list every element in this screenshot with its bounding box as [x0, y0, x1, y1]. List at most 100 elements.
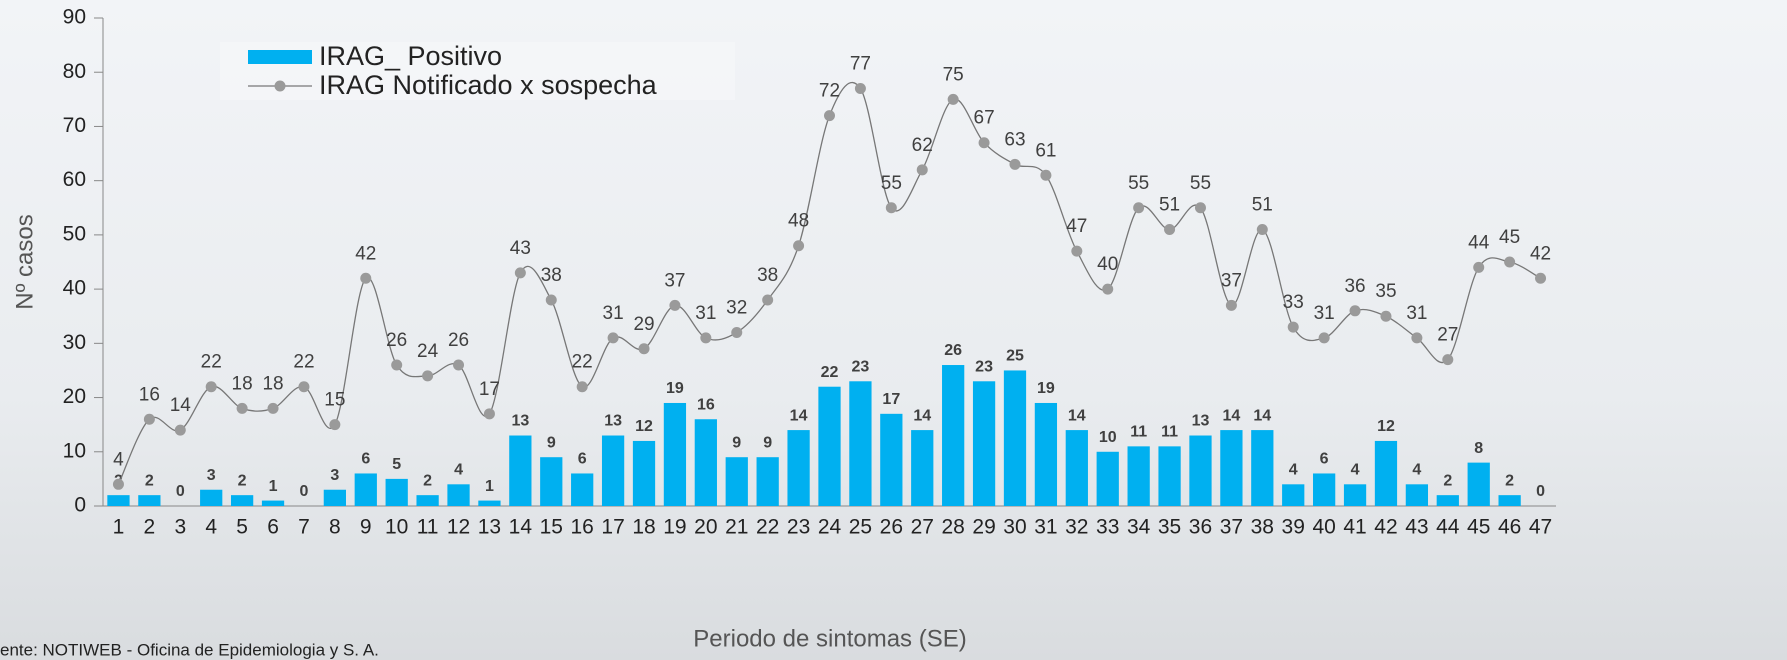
bar	[1004, 370, 1026, 506]
line-marker	[422, 370, 433, 381]
x-tick-label: 38	[1251, 516, 1274, 539]
line-marker	[639, 343, 650, 354]
bar-value-label: 14	[1222, 407, 1240, 424]
x-tick-label: 2	[144, 516, 156, 539]
bar	[880, 414, 902, 506]
line-marker	[546, 294, 557, 305]
y-axis-title: Nº casos	[11, 214, 38, 309]
bar	[1158, 446, 1180, 506]
x-tick-label: 17	[601, 516, 624, 539]
bar	[1189, 436, 1211, 506]
bar	[1066, 430, 1088, 506]
x-tick-label: 14	[509, 516, 533, 539]
bar-value-label: 5	[392, 456, 401, 473]
bar-value-label: 11	[1161, 424, 1178, 441]
y-tick-label: 50	[63, 222, 86, 245]
line-value-label: 44	[1468, 232, 1490, 253]
bar-value-label: 2	[1443, 472, 1452, 489]
line-value-label: 75	[943, 64, 964, 85]
bar-value-label: 14	[790, 407, 808, 424]
x-tick-label: 23	[787, 516, 810, 539]
y-tick-label: 30	[63, 331, 86, 354]
line-value-label: 16	[139, 384, 160, 405]
bar	[695, 419, 717, 506]
line-marker	[1442, 354, 1453, 365]
line-marker	[979, 137, 990, 148]
bar	[386, 479, 408, 506]
bar-value-label: 25	[1006, 348, 1024, 365]
line-marker	[1195, 202, 1206, 213]
x-tick-label: 3	[174, 516, 186, 539]
bar-value-label: 2	[423, 472, 432, 489]
x-tick-label: 21	[725, 516, 748, 539]
bar	[787, 430, 809, 506]
line-marker	[360, 273, 371, 284]
line-marker	[515, 267, 526, 278]
line-marker	[1164, 224, 1175, 235]
bar	[355, 473, 377, 506]
line-marker	[1226, 300, 1237, 311]
line-value-label: 42	[355, 243, 376, 264]
line-value-label: 26	[386, 330, 407, 351]
bar-value-label: 26	[944, 342, 962, 359]
x-tick-label: 37	[1220, 516, 1243, 539]
line-marker	[329, 419, 340, 430]
line-value-label: 51	[1252, 194, 1273, 215]
x-tick-label: 41	[1343, 516, 1366, 539]
legend-label: IRAG Notificado x sospecha	[319, 70, 658, 100]
line-marker	[1071, 246, 1082, 257]
x-tick-label: 43	[1405, 516, 1428, 539]
x-tick-label: 7	[298, 516, 310, 539]
bar-value-label: 13	[604, 413, 622, 430]
x-tick-label: 45	[1467, 516, 1490, 539]
legend-swatch-marker	[275, 81, 286, 92]
bar-value-label: 0	[299, 483, 308, 500]
bar-value-label: 12	[1377, 418, 1395, 435]
bar-value-label: 2	[1505, 472, 1514, 489]
bar	[1375, 441, 1397, 506]
line-value-label: 26	[448, 330, 469, 351]
x-tick-label: 44	[1436, 516, 1460, 539]
x-tick-label: 5	[236, 516, 248, 539]
line-marker	[298, 381, 309, 392]
line-value-label: 33	[1283, 292, 1304, 313]
bar-value-label: 9	[763, 434, 772, 451]
bar-value-label: 1	[269, 478, 278, 495]
line-marker	[268, 403, 279, 414]
line-marker	[144, 414, 155, 425]
x-tick-label: 15	[540, 516, 563, 539]
bar-value-label: 14	[913, 407, 931, 424]
bar	[1468, 463, 1490, 506]
line-marker	[175, 425, 186, 436]
bar-value-label: 16	[697, 396, 715, 413]
bar	[509, 436, 531, 506]
bar-value-label: 4	[1289, 462, 1298, 479]
bar	[1406, 484, 1428, 506]
bar-value-label: 4	[454, 462, 463, 479]
bar-value-label: 1	[485, 478, 494, 495]
bar	[726, 457, 748, 506]
legend-label: IRAG_ Positivo	[319, 41, 502, 71]
line-value-label: 67	[974, 108, 995, 129]
line-value-label: 22	[572, 352, 593, 373]
x-tick-label: 22	[756, 516, 779, 539]
line-marker	[1133, 202, 1144, 213]
x-tick-label: 26	[880, 516, 903, 539]
bar-value-label: 11	[1130, 424, 1147, 441]
bar	[664, 403, 686, 506]
bar-value-label: 4	[1412, 462, 1421, 479]
x-tick-label: 20	[694, 516, 717, 539]
x-tick-label: 13	[478, 516, 501, 539]
bar	[138, 495, 160, 506]
line-value-label: 63	[1004, 129, 1025, 150]
bar	[416, 495, 438, 506]
line-marker	[886, 202, 897, 213]
line-marker	[1535, 273, 1546, 284]
x-tick-label: 18	[632, 516, 655, 539]
x-tick-label: 40	[1312, 516, 1335, 539]
y-tick-label: 40	[63, 277, 86, 300]
bar-value-label: 0	[1536, 483, 1545, 500]
line-value-label: 4	[113, 449, 124, 470]
line-marker	[1411, 332, 1422, 343]
line-value-label: 27	[1437, 325, 1458, 346]
